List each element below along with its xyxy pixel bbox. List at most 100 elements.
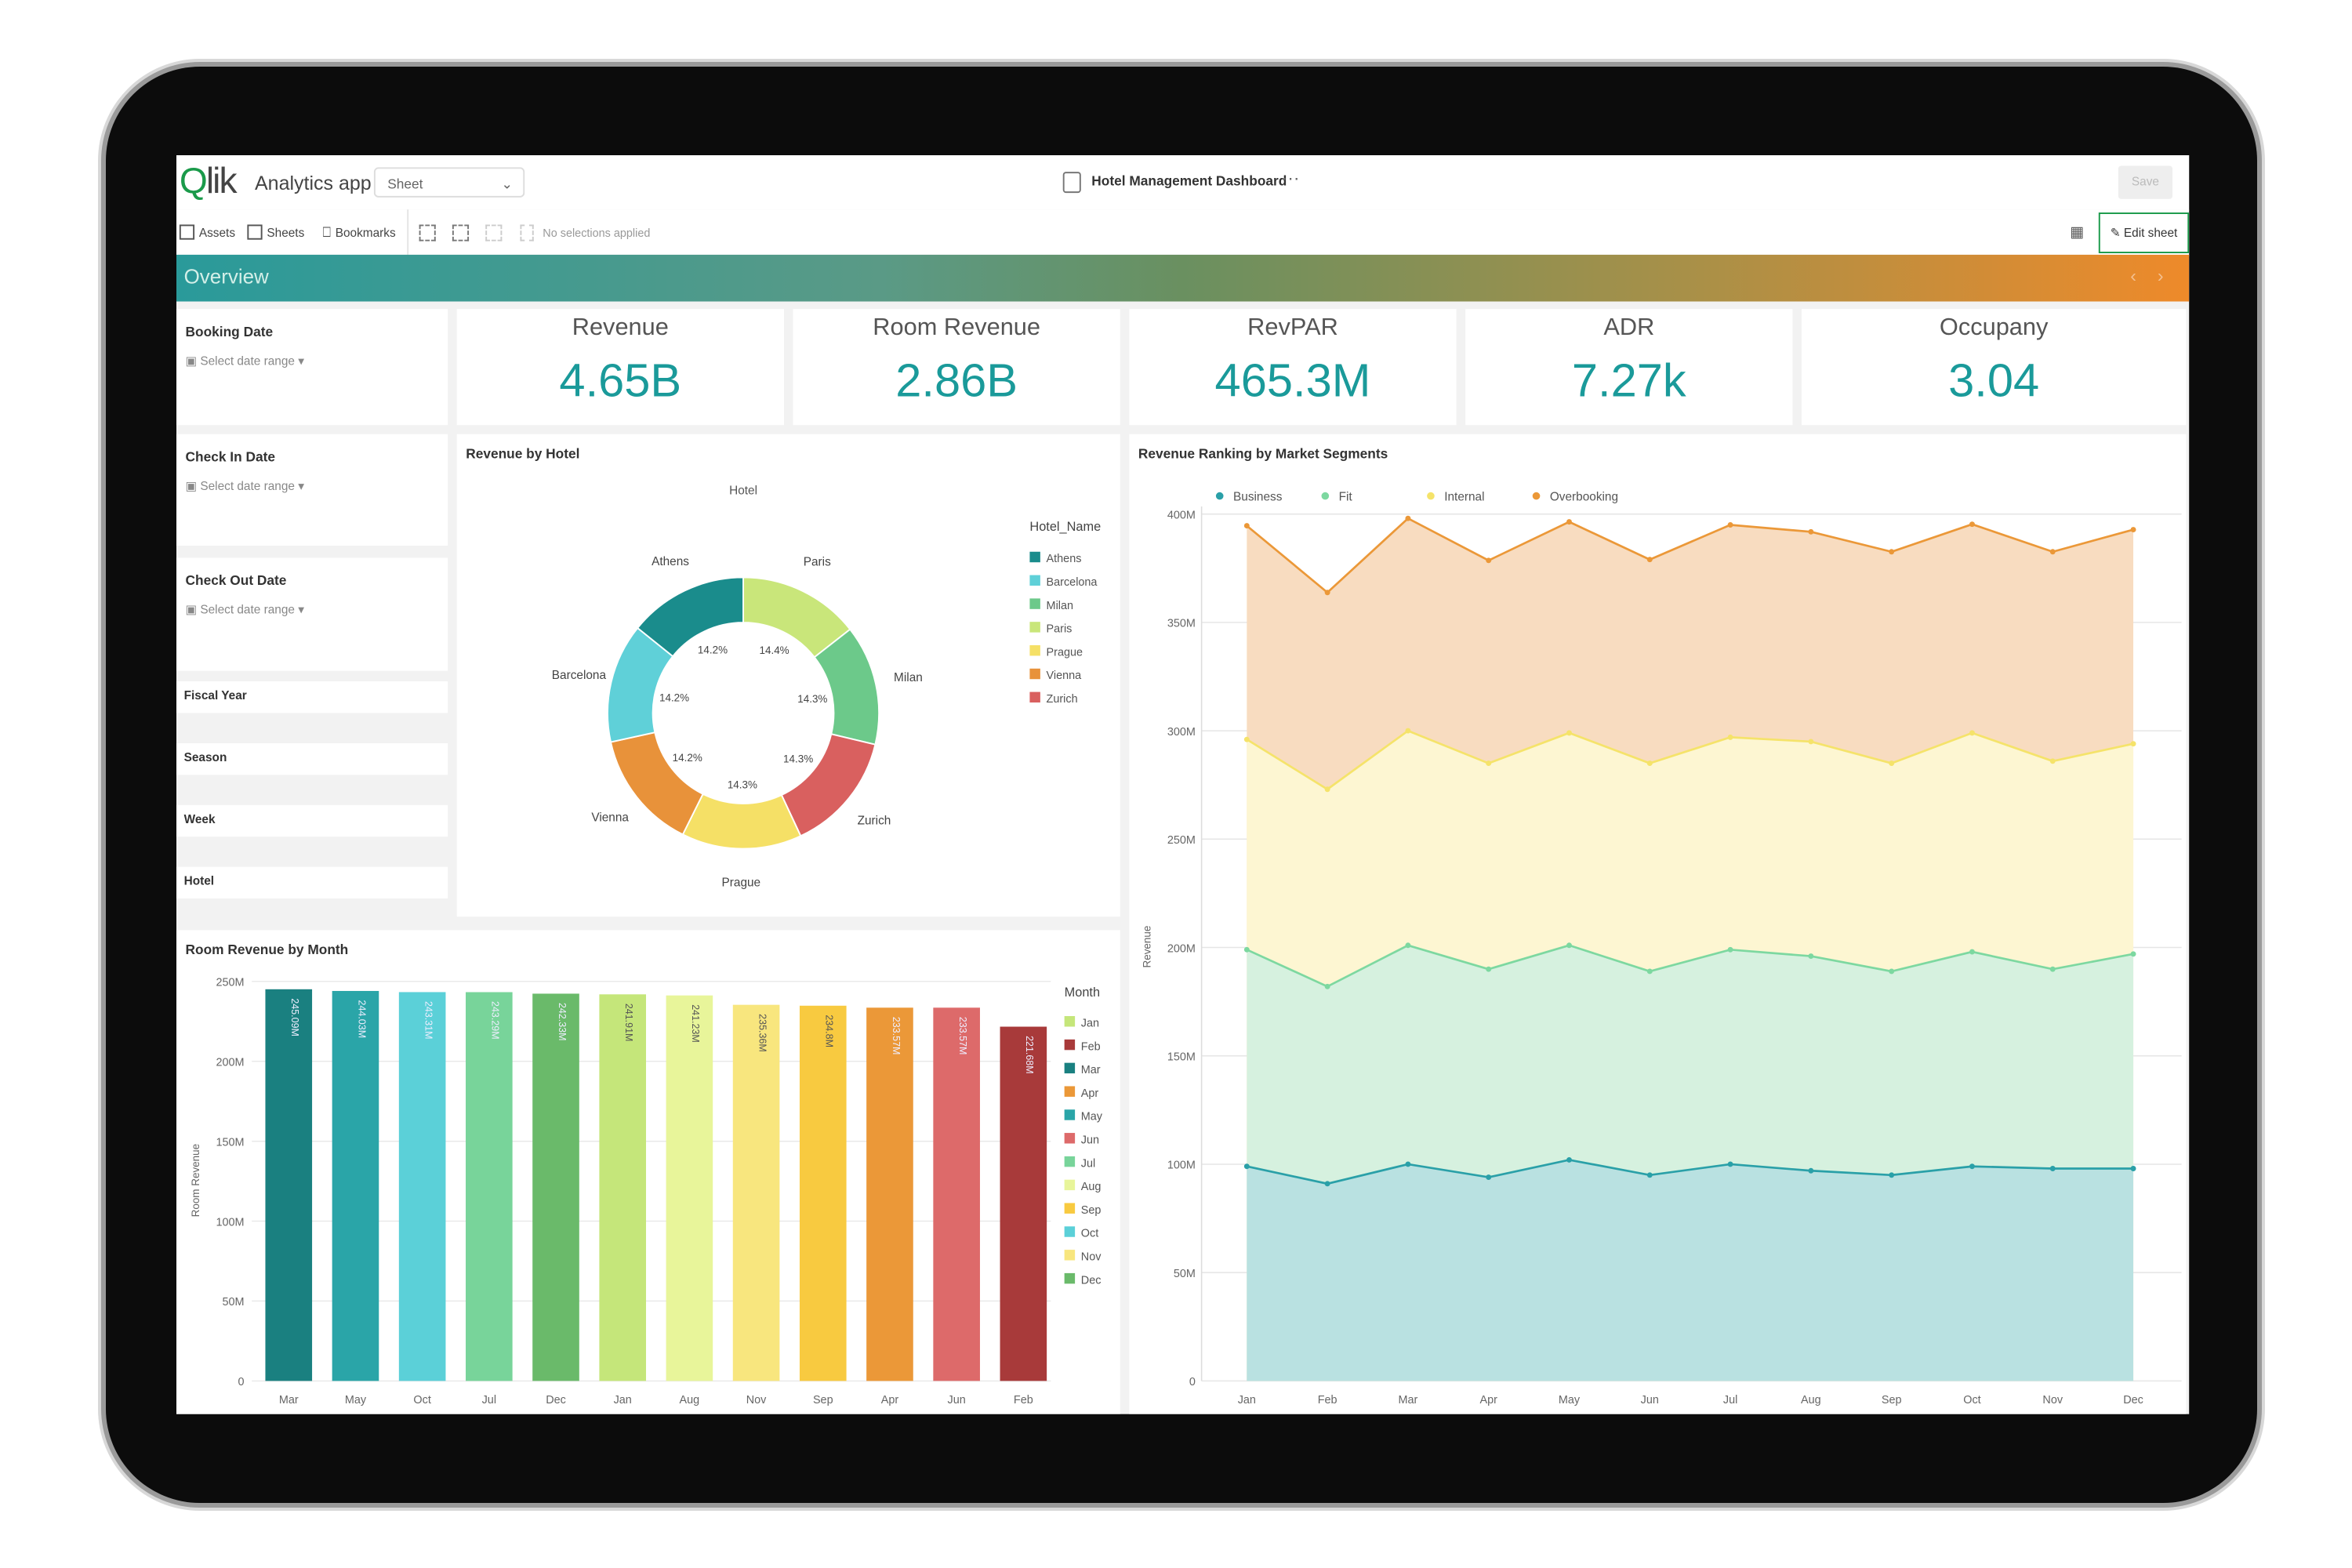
area-point xyxy=(1727,1161,1733,1167)
area-point xyxy=(1566,730,1572,736)
area-point xyxy=(1243,736,1250,742)
pie-percent-label: 14.3% xyxy=(728,779,757,791)
pie-category-label: Vienna xyxy=(591,811,629,825)
pie-legend-swatch xyxy=(1029,691,1040,703)
sheets-button[interactable]: Sheets xyxy=(247,224,304,240)
area-point xyxy=(1405,942,1411,949)
pie-legend-swatch xyxy=(1029,598,1040,609)
area-legend-label: Business xyxy=(1233,490,1283,503)
save-button[interactable]: Save xyxy=(2118,165,2173,199)
bar-legend-swatch xyxy=(1064,1156,1076,1167)
area-point xyxy=(1808,739,1814,745)
pie-legend-label: Barcelona xyxy=(1047,576,1098,589)
grid-icon[interactable]: ▦ xyxy=(2070,224,2085,241)
sheet-dropdown[interactable]: Sheet ⌄ xyxy=(373,167,525,198)
bar-legend-label: Jan xyxy=(1081,1017,1099,1029)
area-point xyxy=(1889,760,1895,767)
more-options-button[interactable]: ··· xyxy=(1281,167,1300,189)
bar-legend-swatch xyxy=(1064,1179,1076,1191)
kpi-revenue: Revenue 4.65B xyxy=(456,309,784,426)
bar-x-tick: Nov xyxy=(746,1394,767,1406)
filter-booking-date[interactable]: Booking Date ▣ Select date range ▾ xyxy=(176,309,448,426)
filter-check-out-date[interactable]: Check Out Date ▣ Select date range ▾ xyxy=(176,557,448,671)
area-point xyxy=(1486,557,1492,564)
filter-fiscal-year[interactable]: Fiscal Year xyxy=(176,681,448,713)
area-y-tick: 200M xyxy=(1167,942,1196,955)
clear-selections-icon[interactable] xyxy=(520,224,534,241)
bar-oct xyxy=(398,992,446,1381)
area-legend-label: Internal xyxy=(1444,490,1484,503)
bar-legend-title: Month xyxy=(1065,985,1100,1000)
bar-y-tick: 200M xyxy=(216,1056,244,1069)
bar-value-label: 243.29M xyxy=(490,1001,501,1040)
kpi-title: Room Revenue xyxy=(873,314,1041,341)
top-bar: Qlik Analytics app Sheet ⌄ Hotel Manageme… xyxy=(176,155,2190,212)
bar-may xyxy=(332,990,379,1381)
date-range-picker[interactable]: ▣ Select date range ▾ xyxy=(185,603,304,617)
filter-label: Fiscal Year xyxy=(183,688,247,703)
filter-hotel[interactable]: Hotel xyxy=(176,866,448,899)
area-y-tick: 300M xyxy=(1167,726,1196,739)
filter-label: Hotel xyxy=(183,874,215,888)
chevron-down-icon: ⌄ xyxy=(501,176,513,192)
next-sheet-button[interactable]: › xyxy=(2157,265,2164,287)
pie-category-label: Milan xyxy=(894,671,923,684)
bookmarks-button[interactable]: ⎕ Bookmarks xyxy=(323,224,396,241)
kpi-title: Occupany xyxy=(1939,314,2049,341)
kpi-title: RevPAR xyxy=(1247,314,1338,341)
app-screen: Qlik Analytics app Sheet ⌄ Hotel Manageme… xyxy=(176,155,2190,1414)
area-point xyxy=(1324,983,1330,989)
area-x-tick: Aug xyxy=(1801,1394,1821,1406)
area-line-overbooking xyxy=(1246,517,2134,594)
bar-apr xyxy=(866,1007,913,1381)
step-forward-icon[interactable] xyxy=(485,224,503,241)
bar-x-tick: Aug xyxy=(680,1394,700,1406)
bar-value-label: 243.31M xyxy=(423,1001,434,1040)
app-title: Hotel Management Dashboard xyxy=(1091,173,1287,189)
bar-aug xyxy=(666,995,713,1381)
filter-check-in-date[interactable]: Check In Date ▣ Select date range ▾ xyxy=(176,434,448,546)
bar-legend-label: Sep xyxy=(1081,1204,1102,1217)
area-x-tick: Mar xyxy=(1399,1394,1418,1406)
area-y-tick: 50M xyxy=(1174,1268,1196,1280)
filter-season[interactable]: Season xyxy=(176,742,448,775)
smart-search-icon[interactable] xyxy=(419,224,436,241)
area-point xyxy=(1405,728,1411,734)
area-point xyxy=(1889,968,1895,975)
bar-x-tick: Jun xyxy=(948,1394,966,1406)
bar-legend-label: Jun xyxy=(1081,1134,1099,1147)
previous-sheet-button[interactable]: ‹ xyxy=(2130,265,2136,287)
edit-sheet-button[interactable]: ✎ Edit sheet xyxy=(2098,212,2190,253)
bar-x-tick: Mar xyxy=(279,1394,299,1406)
area-point xyxy=(1646,1172,1653,1178)
kpi-title: ADR xyxy=(1603,314,1655,341)
filter-week[interactable]: Week xyxy=(176,804,448,837)
area-point xyxy=(1324,1181,1330,1187)
bar-y-tick: 50M xyxy=(223,1296,245,1308)
date-range-picker[interactable]: ▣ Select date range ▾ xyxy=(185,354,304,368)
pie-percent-label: 14.2% xyxy=(659,692,689,704)
filter-label: Booking Date xyxy=(185,324,274,339)
pie-legend-swatch xyxy=(1029,551,1040,563)
assets-label: Assets xyxy=(198,225,236,239)
area-point xyxy=(1243,946,1250,953)
pie-legend-label: Prague xyxy=(1047,646,1083,659)
bar-x-tick: Jan xyxy=(614,1394,632,1406)
date-range-picker[interactable]: ▣ Select date range ▾ xyxy=(185,479,304,493)
area-point xyxy=(1486,1174,1492,1181)
pie-percent-label: 14.2% xyxy=(673,752,702,764)
bar-y-tick: 250M xyxy=(216,977,244,989)
area-point xyxy=(1243,523,1250,529)
date-placeholder: Select date range xyxy=(200,603,295,617)
step-back-icon[interactable] xyxy=(452,224,470,241)
area-x-tick: Sep xyxy=(1882,1394,1902,1406)
bar-value-label: 242.33M xyxy=(557,1003,568,1041)
date-placeholder: Select date range xyxy=(200,479,295,493)
bookmarks-label: Bookmarks xyxy=(335,226,396,240)
filter-label: Check In Date xyxy=(185,448,276,465)
assets-button[interactable]: Assets xyxy=(179,224,236,240)
chart-title: Revenue by Hotel xyxy=(466,446,580,462)
bar-legend-label: Mar xyxy=(1081,1064,1101,1076)
area-y-tick: 100M xyxy=(1167,1160,1196,1172)
sheet-banner: Overview ‹ › xyxy=(176,254,2190,302)
